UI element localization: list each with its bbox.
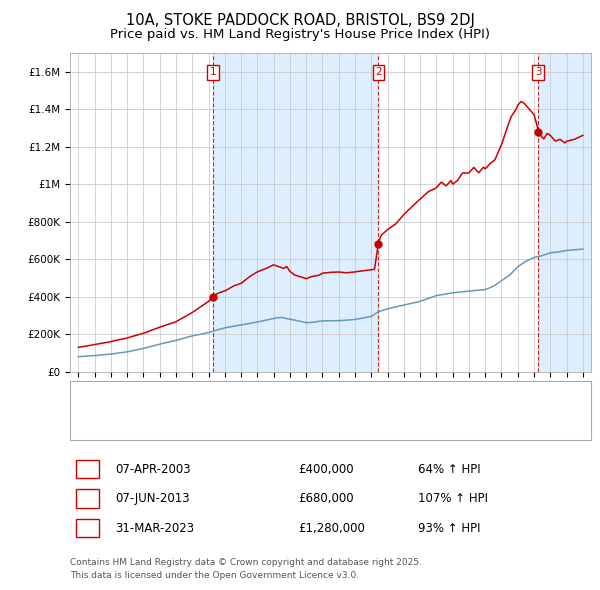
Text: Price paid vs. HM Land Registry's House Price Index (HPI): Price paid vs. HM Land Registry's House … <box>110 28 490 41</box>
Text: 3: 3 <box>535 67 541 77</box>
Text: 64% ↑ HPI: 64% ↑ HPI <box>418 463 481 476</box>
Text: 07-APR-2003: 07-APR-2003 <box>115 463 191 476</box>
Text: 107% ↑ HPI: 107% ↑ HPI <box>418 492 488 505</box>
Text: 1: 1 <box>84 463 91 476</box>
Text: 2: 2 <box>84 492 91 505</box>
Text: £680,000: £680,000 <box>298 492 354 505</box>
Text: Contains HM Land Registry data © Crown copyright and database right 2025.: Contains HM Land Registry data © Crown c… <box>70 558 422 566</box>
Text: 3: 3 <box>84 522 91 535</box>
Text: 07-JUN-2013: 07-JUN-2013 <box>115 492 190 505</box>
Text: This data is licensed under the Open Government Licence v3.0.: This data is licensed under the Open Gov… <box>70 571 359 579</box>
Bar <box>213 53 379 372</box>
Text: 2: 2 <box>375 67 382 77</box>
Text: £1,280,000: £1,280,000 <box>298 522 365 535</box>
Bar <box>538 53 591 372</box>
Text: 93% ↑ HPI: 93% ↑ HPI <box>418 522 481 535</box>
Text: 10A, STOKE PADDOCK ROAD, BRISTOL, BS9 2DJ: 10A, STOKE PADDOCK ROAD, BRISTOL, BS9 2D… <box>125 13 475 28</box>
Text: 10A, STOKE PADDOCK ROAD, BRISTOL, BS9 2DJ (detached house): 10A, STOKE PADDOCK ROAD, BRISTOL, BS9 2D… <box>115 392 482 401</box>
Text: 1: 1 <box>209 67 216 77</box>
Text: £400,000: £400,000 <box>298 463 354 476</box>
Text: HPI: Average price, detached house, City of Bristol: HPI: Average price, detached house, City… <box>115 419 397 428</box>
Text: 31-MAR-2023: 31-MAR-2023 <box>115 522 194 535</box>
